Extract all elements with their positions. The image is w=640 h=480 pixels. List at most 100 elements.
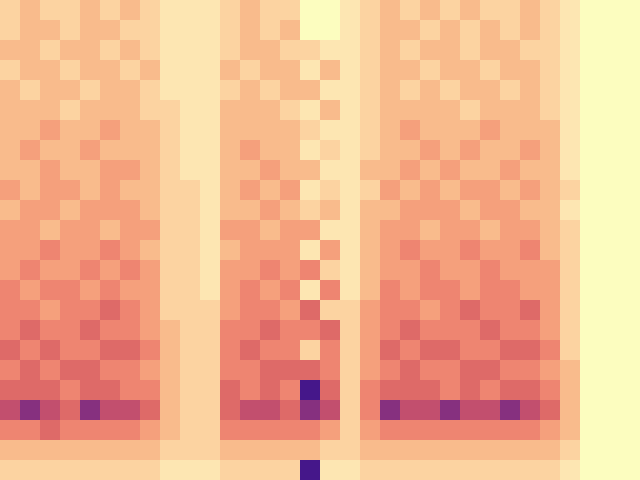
cell [480, 140, 501, 161]
cell [620, 140, 640, 161]
cell [280, 180, 301, 201]
cell [40, 200, 61, 221]
cell [60, 360, 81, 381]
cell [340, 0, 361, 21]
cell [60, 40, 81, 61]
cell [40, 420, 61, 441]
cell [420, 140, 441, 161]
cell [440, 240, 461, 261]
cell [140, 460, 161, 480]
cell [180, 460, 201, 480]
cell [140, 340, 161, 361]
cell [600, 200, 621, 221]
cell [160, 60, 181, 81]
cell [120, 120, 141, 141]
cell [580, 440, 601, 461]
cell [120, 140, 141, 161]
cell [260, 360, 281, 381]
cell [580, 180, 601, 201]
cell [180, 260, 201, 281]
cell [80, 400, 101, 421]
cell [140, 380, 161, 401]
cell [120, 20, 141, 41]
cell [300, 20, 321, 41]
cell [20, 360, 41, 381]
cell [140, 100, 161, 121]
cell [420, 420, 441, 441]
cell [480, 20, 501, 41]
cell [440, 20, 461, 41]
cell [340, 220, 361, 241]
cell [300, 300, 321, 321]
cell [500, 60, 521, 81]
cell [380, 40, 401, 61]
cell [320, 240, 341, 261]
cell [0, 400, 21, 421]
cell [480, 260, 501, 281]
cell [180, 240, 201, 261]
cell [480, 320, 501, 341]
cell [400, 60, 421, 81]
cell [600, 260, 621, 281]
cell [220, 140, 241, 161]
cell [20, 440, 41, 461]
cell [220, 100, 241, 121]
cell [460, 400, 481, 421]
cell [140, 0, 161, 21]
cell [600, 80, 621, 101]
cell [140, 440, 161, 461]
cell [20, 280, 41, 301]
cell [540, 280, 561, 301]
cell [80, 300, 101, 321]
cell [20, 180, 41, 201]
cell [360, 200, 381, 221]
cell [180, 360, 201, 381]
cell [320, 100, 341, 121]
cell [560, 160, 581, 181]
cell [320, 140, 341, 161]
cell [260, 0, 281, 21]
cell [40, 260, 61, 281]
cell [80, 180, 101, 201]
cell [560, 80, 581, 101]
cell [160, 460, 181, 480]
cell [220, 200, 241, 221]
cell [380, 360, 401, 381]
cell [160, 340, 181, 361]
cell [520, 360, 541, 381]
cell [600, 380, 621, 401]
cell [140, 360, 161, 381]
cell [80, 360, 101, 381]
cell [360, 300, 381, 321]
cell [200, 320, 221, 341]
cell [420, 20, 441, 41]
cell [200, 420, 221, 441]
cell [280, 0, 301, 21]
cell [40, 140, 61, 161]
cell [60, 420, 81, 441]
cell [160, 20, 181, 41]
cell [120, 460, 141, 480]
cell [560, 60, 581, 81]
cell [600, 280, 621, 301]
cell [320, 260, 341, 281]
cell [440, 340, 461, 361]
cell [620, 280, 640, 301]
cell [560, 380, 581, 401]
cell [560, 440, 581, 461]
cell [360, 140, 381, 161]
cell [400, 300, 421, 321]
cell [380, 0, 401, 21]
cell [200, 360, 221, 381]
cell [500, 280, 521, 301]
cell [440, 40, 461, 61]
cell [280, 400, 301, 421]
cell [60, 220, 81, 241]
cell [180, 220, 201, 241]
cell [200, 140, 221, 161]
cell [440, 260, 461, 281]
cell [500, 100, 521, 121]
cell [160, 40, 181, 61]
cell [120, 280, 141, 301]
cell [320, 360, 341, 381]
